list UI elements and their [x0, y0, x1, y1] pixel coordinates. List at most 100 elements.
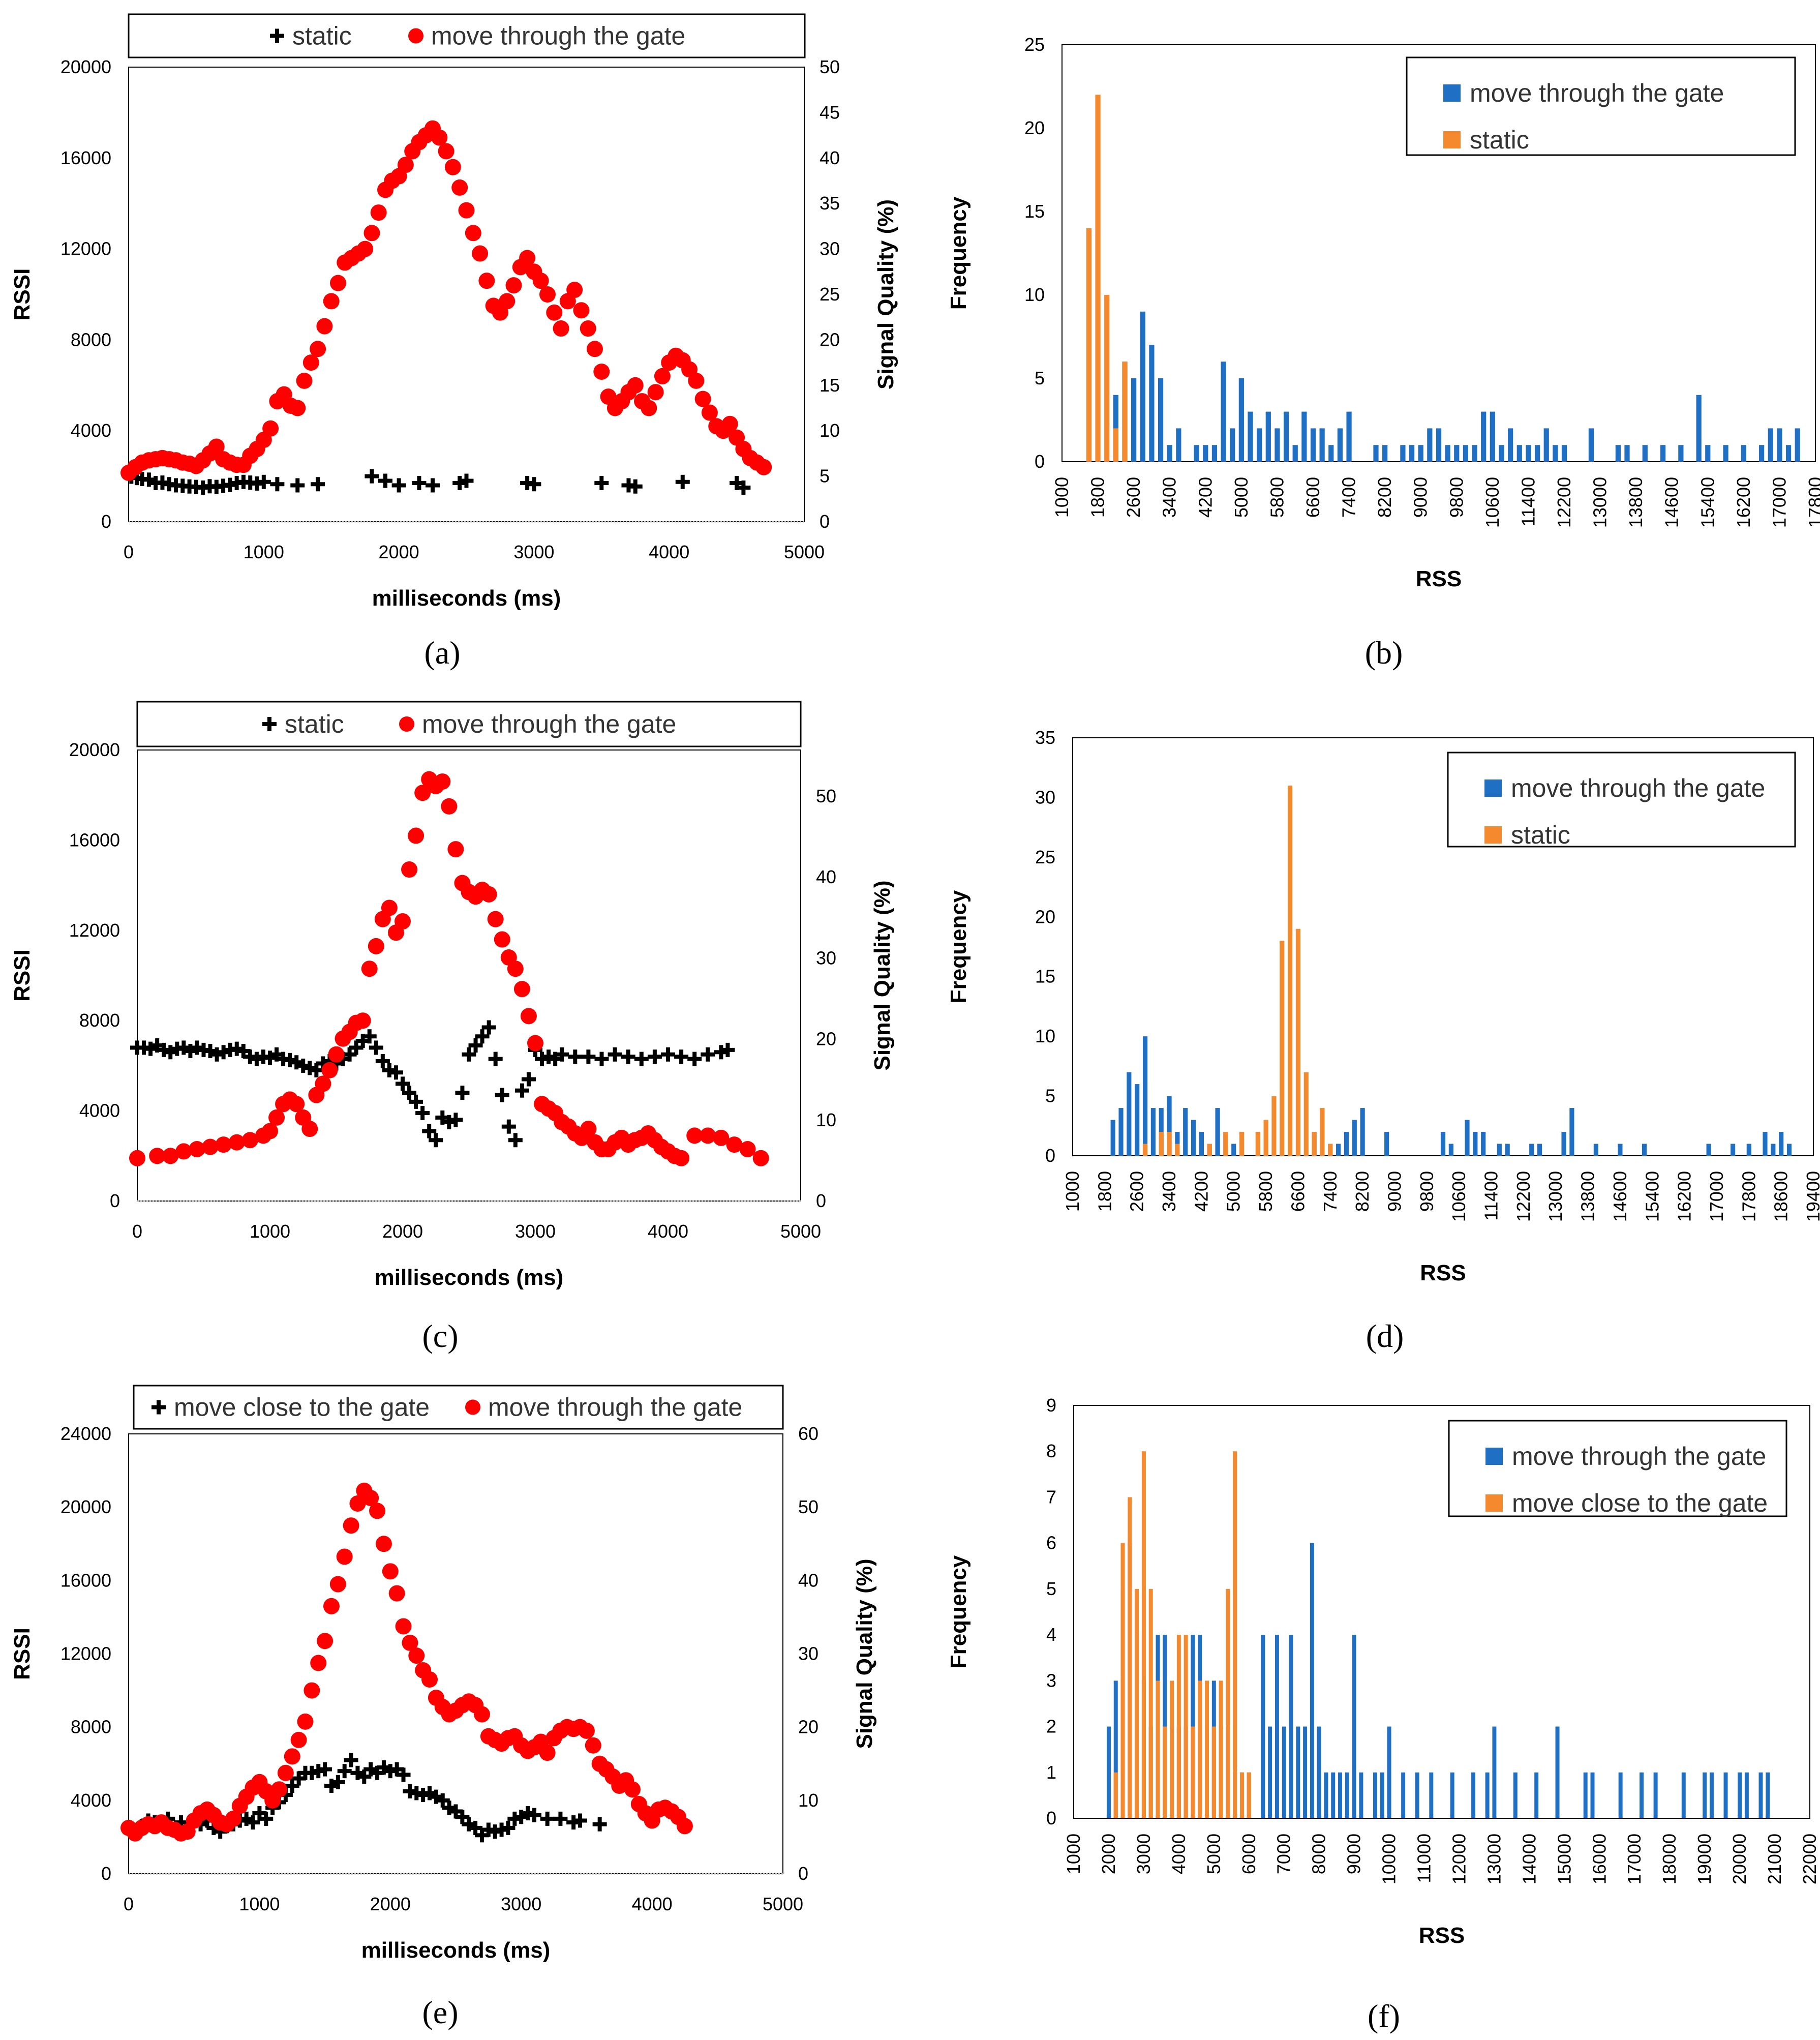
data-point	[468, 1820, 483, 1835]
data-point-v	[473, 1038, 478, 1053]
x-tick-label: 4200	[1195, 477, 1216, 518]
data-point	[269, 1047, 284, 1062]
histogram-bar	[1328, 445, 1334, 462]
x-tick-label: 15400	[1697, 477, 1718, 528]
histogram-bar	[1086, 228, 1092, 462]
data-point	[624, 1781, 641, 1798]
data-point	[143, 1041, 158, 1056]
data-point-v	[741, 480, 746, 495]
data-point	[369, 1040, 383, 1055]
data-point-v	[178, 1815, 183, 1830]
x-tick-label: 7000	[1273, 1834, 1294, 1874]
x-tick-label: 5000	[784, 542, 825, 562]
data-point-v	[453, 1113, 458, 1127]
y-tick-label: 0	[1035, 451, 1045, 472]
data-point	[532, 273, 549, 289]
data-point	[412, 476, 427, 491]
histogram-bar	[1268, 1726, 1272, 1818]
x-tick-label: 2600	[1127, 1171, 1147, 1212]
data-point	[370, 1765, 385, 1780]
histogram-bar	[1569, 1108, 1574, 1156]
y-tick-label: 5	[1045, 1086, 1055, 1106]
data-point-v	[283, 1788, 288, 1803]
data-point-v	[380, 1054, 385, 1069]
x-tick-label: 17800	[1738, 1171, 1759, 1222]
y2-tick-label: 50	[816, 786, 836, 806]
data-point	[578, 1722, 595, 1739]
data-point	[370, 204, 387, 221]
histogram-bar	[1653, 1772, 1658, 1818]
data-point-v	[467, 1817, 471, 1832]
data-point	[675, 474, 690, 489]
data-point	[378, 473, 393, 488]
data-point-v	[208, 1044, 213, 1059]
histogram-bar	[1140, 311, 1145, 462]
histogram-bar	[1526, 445, 1531, 462]
data-point	[408, 827, 424, 844]
x-axis-title: milliseconds (ms)	[375, 1265, 564, 1290]
x-tick-label: 3400	[1159, 1171, 1179, 1212]
histogram-bar	[1280, 941, 1285, 1156]
data-point-v	[586, 1049, 591, 1064]
data-point	[290, 478, 305, 493]
data-point	[673, 1150, 690, 1166]
legend-swatch	[1484, 779, 1502, 797]
x-tick-label: 16200	[1674, 1171, 1695, 1222]
histogram-bar	[1120, 1543, 1125, 1818]
data-point-v	[301, 1058, 306, 1073]
data-point-v	[290, 1779, 294, 1793]
data-point	[323, 1598, 340, 1614]
y2-axis-title: Signal Quality (%)	[873, 199, 898, 389]
y2-tick-label: 10	[798, 1790, 818, 1811]
legend-swatch	[1443, 84, 1461, 102]
histogram-bar	[1703, 1772, 1707, 1818]
data-point	[481, 1020, 496, 1035]
histogram-bar	[1205, 1681, 1209, 1818]
data-point	[714, 1045, 729, 1060]
data-point	[215, 1136, 232, 1153]
y2-tick-label: 60	[798, 1423, 818, 1444]
histogram-bar	[1303, 1072, 1309, 1156]
data-point-v	[540, 1052, 544, 1066]
data-point-v	[599, 476, 604, 491]
data-point	[514, 1810, 529, 1824]
data-point-v	[254, 1052, 259, 1066]
data-point	[202, 1138, 219, 1155]
x-tick-label: 3000	[501, 1894, 541, 1914]
data-point-v	[294, 1055, 299, 1070]
histogram-bar	[1786, 1144, 1792, 1156]
histogram-bar	[1345, 1772, 1349, 1818]
data-point	[720, 1042, 735, 1057]
histogram-bar	[1529, 1144, 1534, 1156]
histogram-bar	[1471, 1772, 1476, 1818]
data-point	[676, 1818, 693, 1835]
data-point	[730, 476, 744, 491]
data-point	[487, 911, 504, 927]
x-tick-label: 1000	[1062, 1171, 1083, 1212]
data-point	[344, 1753, 358, 1767]
data-point	[329, 1576, 346, 1593]
data-point-v	[613, 1047, 617, 1062]
histogram-bar	[1319, 428, 1325, 462]
legend-label: move close to the gate	[1512, 1489, 1768, 1517]
data-point	[452, 476, 467, 491]
data-point-v	[393, 1065, 398, 1080]
data-point	[455, 1086, 470, 1100]
histogram-bar	[1771, 1144, 1776, 1156]
data-point-v	[275, 477, 280, 492]
x-tick-label: 1800	[1087, 477, 1108, 518]
data-point	[302, 1061, 317, 1075]
x-tick-label: 3000	[1133, 1834, 1154, 1874]
histogram-bar	[1233, 1451, 1237, 1818]
legend-label: move through the gate	[431, 22, 685, 50]
histogram-bar	[1194, 445, 1199, 462]
histogram-bar	[1590, 1772, 1595, 1818]
data-point-v	[599, 1052, 604, 1066]
x-tick-label: 15400	[1642, 1171, 1662, 1222]
data-point-v	[420, 1106, 425, 1121]
histogram-bar	[1191, 1120, 1196, 1156]
data-point	[316, 1056, 330, 1071]
data-point	[268, 1109, 285, 1126]
data-point-v	[383, 473, 388, 488]
data-point	[229, 1041, 244, 1056]
